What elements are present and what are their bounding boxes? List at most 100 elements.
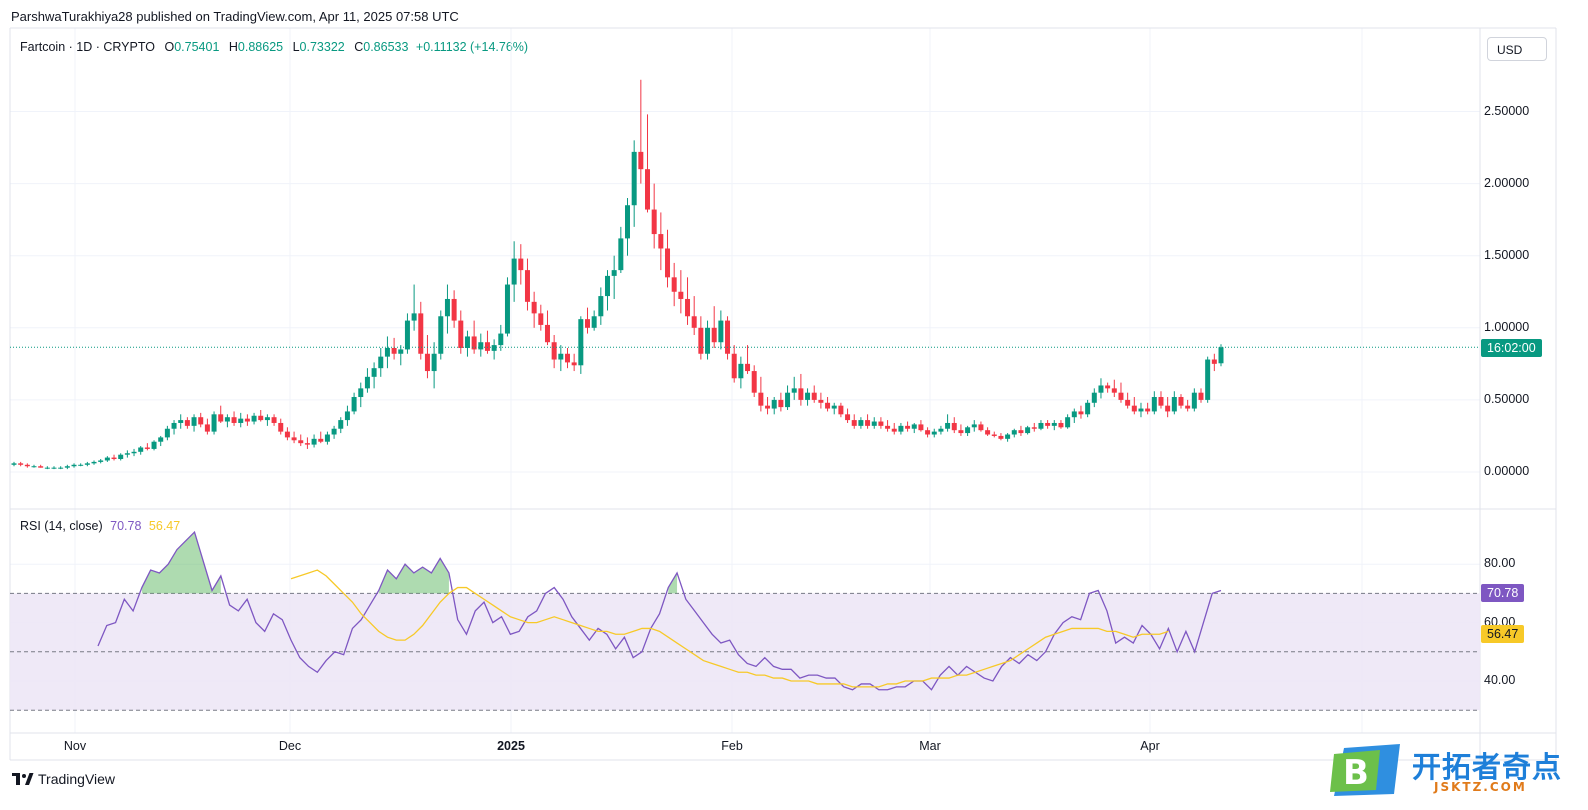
candle-body [1145,408,1151,412]
candle-body [604,275,610,297]
candle-body [531,301,537,314]
candle-body [751,371,757,393]
candle-body [364,376,370,389]
candle-body [324,434,330,442]
candle-body [918,424,924,431]
candle-body [665,248,671,278]
candle-body [1051,422,1057,426]
candle-body [1105,385,1111,389]
tradingview-brand: TradingView [38,771,116,787]
rsi-label[interactable]: RSI (14, close) [20,519,103,533]
price-axis-label: 1.00000 [1484,319,1530,334]
candle-body [831,405,837,409]
candle-body [304,443,310,445]
tradingview-logo-icon [12,773,34,785]
rsi-value: 70.78 [110,519,142,533]
open-label: O [164,40,175,54]
candle-body [204,424,210,432]
high-label: H [228,40,238,54]
candle-body [211,414,217,432]
candle-body [938,428,944,432]
candle-body [158,437,164,442]
watermark-text: 开拓者奇点 [1412,750,1563,784]
candle-body [491,345,497,351]
candle-body [244,418,250,422]
candle-body [451,298,457,321]
candle-body [1065,417,1071,428]
candle-body [898,425,904,432]
rsi-overbought-fill [378,558,449,594]
candle-body [791,388,797,393]
candle-body [671,277,677,292]
symbol-title[interactable]: Fartcoin · 1D · CRYPTO [20,40,155,54]
candle-body [991,434,997,436]
candle-body [785,392,791,408]
candle-body [238,418,244,423]
candle-body [578,319,584,366]
candle-body [1218,347,1224,364]
countdown-tag: 16:02:00 [1481,339,1542,357]
candle-body [264,417,270,421]
candle-body [1098,385,1104,393]
candle-body [218,414,224,422]
candle-body [1205,359,1211,400]
candle-body [1138,408,1144,412]
candle-body [418,313,424,354]
candle-body [945,422,951,429]
candle-body [1151,397,1157,412]
rsi-ma-value: 56.47 [148,519,181,533]
candle-body [1125,399,1131,406]
candle-body [171,422,177,429]
candle-body [931,431,937,435]
candle-body [591,316,597,328]
candle-body [645,169,651,210]
candle-body [1111,388,1117,393]
candle-body [351,397,357,412]
time-label-nov: Nov [63,739,87,753]
candle-body [38,466,44,468]
candle-body [338,420,344,429]
candle-body [98,460,104,462]
candle-body [805,392,811,400]
candle-body [658,234,664,249]
candle-body [91,461,97,464]
candle-body [271,417,277,423]
candle-body [611,270,617,276]
candle-body [11,463,17,465]
candle-body [1031,427,1037,429]
candle-body [84,463,90,465]
candle-body [511,258,517,285]
candle-body [331,428,337,435]
tradingview-logo[interactable]: TradingView [12,771,115,787]
change-value: +0.11132 (+14.76%) [415,40,529,54]
candle-body [571,362,577,366]
candle-body [818,399,824,403]
candle-body [111,457,117,460]
candle-body [104,457,110,461]
candle-body [471,336,477,350]
candle-body [678,291,684,299]
candle-body [925,430,931,435]
watermark-letter: B [1343,753,1369,793]
rsi-line [97,530,1222,691]
candle-body [871,421,877,426]
candle-body [124,453,130,455]
candle-body [878,421,884,426]
time-label-mar: Mar [919,739,941,753]
close-value: 0.86533 [363,40,409,54]
candle-body [691,316,697,328]
candle-body [198,417,204,425]
candle-body [1178,397,1184,406]
time-label-feb: Feb [721,739,743,753]
candle-body [1058,422,1064,428]
currency-button[interactable]: USD [1487,37,1547,61]
watermark-sub: JSKTZ.COM [1434,780,1527,794]
candle-body [838,405,844,415]
candle-body [398,349,404,354]
candle-body [18,463,24,465]
candle-body [164,428,170,438]
low-value: 0.73322 [299,40,345,54]
candle-body [698,327,704,354]
candle-body [251,415,257,422]
